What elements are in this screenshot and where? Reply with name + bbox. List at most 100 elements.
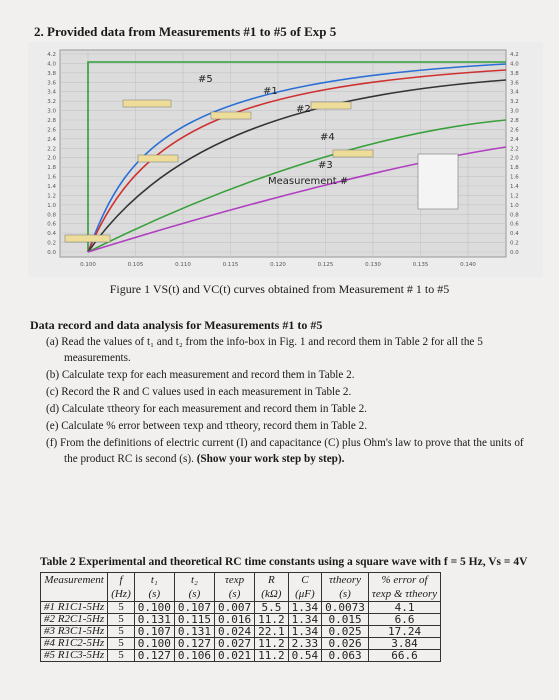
data-row: #1 R1C1-5Hz 5 0.100 0.107 0.007 5.5 1.34 0.0073…: [39, 601, 442, 614]
header-cell: [39, 587, 109, 602]
header-cell: τexp: [214, 572, 256, 587]
value-cell: 5.5: [254, 601, 289, 614]
data-row: #3 R3C1-5Hz 5 0.107 0.131 0.024 22.1 1.34 0.025…: [39, 625, 442, 638]
y2-tick-label: 1.2: [510, 193, 519, 199]
curve-label: #4: [320, 132, 335, 143]
info-boxes: [64, 99, 459, 243]
value-cell: 0.007: [214, 601, 256, 614]
value-cell: 0.107: [173, 601, 216, 614]
value-cell: 0.131: [173, 625, 216, 638]
value-cell: 0.021: [214, 649, 256, 662]
y2-tick-label: 4.0: [510, 61, 519, 67]
data-row: #5 R1C3-5Hz 5 0.127 0.106 0.021 11.2 0.54 0.063…: [39, 649, 442, 662]
header-cell: t₂: [173, 572, 216, 587]
info-box: [122, 99, 172, 108]
curve: [87, 79, 507, 253]
value-cell: 0.54: [287, 649, 323, 662]
info-box: [332, 149, 374, 158]
header-cell: (s): [133, 587, 175, 602]
x-tick-label: 0.135: [413, 262, 429, 268]
value-cell: 0.100: [133, 601, 175, 614]
value-cell: 0.131: [133, 613, 175, 626]
figure-caption: Figure 1 VS(t) and VC(t) curves obtained…: [109, 282, 450, 296]
y-tick-label: 1.6: [47, 175, 56, 181]
y-tick-label: 4.0: [47, 61, 56, 67]
heading: 2. Provided data from Measurements #1 to…: [34, 24, 337, 39]
y2-tick-label: 4.2: [510, 52, 519, 58]
value-cell: 5: [107, 613, 135, 626]
curve: [87, 119, 507, 253]
y-tick-label: 2.6: [47, 127, 56, 133]
y2-tick-label: 3.4: [510, 90, 519, 96]
y-tick-label: 3.2: [47, 99, 56, 105]
y2-tick-label: 0.6: [510, 222, 519, 228]
value-cell: 11.2: [254, 649, 289, 662]
y-tick-label: 1.4: [47, 184, 56, 190]
x-tick-label: 0.115: [223, 262, 239, 268]
table-caption: Table 2 Experimental and theoretical RC …: [40, 556, 528, 568]
value-cell: 0.127: [133, 649, 175, 662]
y-tick-label: 0.8: [47, 212, 56, 218]
y2-tick-label: 3.0: [510, 109, 519, 115]
value-cell: 17.24: [367, 625, 442, 638]
header-cell: (s): [321, 587, 369, 602]
source-wave: [87, 61, 506, 252]
y2-tick-label: 2.0: [510, 156, 519, 162]
value-cell: 0.115: [173, 613, 216, 626]
value-cell: 1.34: [287, 601, 323, 614]
y2-tick-label: 0.0: [510, 250, 519, 256]
annotation: Measurement #: [268, 176, 348, 187]
task-emphasis: (Show your work step by step).: [196, 453, 345, 465]
value-cell: 0.107: [133, 625, 175, 638]
value-cell: 0.063: [321, 649, 369, 662]
x-tick-label: 0.110: [175, 262, 191, 268]
value-cell: 5: [107, 649, 135, 662]
value-cell: 22.1: [254, 625, 289, 638]
value-cell: 2.33: [287, 637, 323, 650]
header-cell: (s): [173, 587, 216, 602]
curve-label: #3: [318, 160, 333, 171]
info-box: [137, 154, 179, 163]
y2-tick-label: 1.0: [510, 203, 519, 209]
curve: [87, 146, 507, 253]
y2-tick-label: 1.6: [510, 175, 519, 181]
header-cell: (Hz): [107, 587, 135, 602]
value-cell: 11.2: [254, 613, 289, 626]
header-cell: R: [254, 572, 289, 587]
task-item: (e) Calculate % error between τexp and τ…: [46, 420, 368, 432]
value-cell: 0.015: [321, 613, 369, 626]
y-tick-label: 1.2: [47, 193, 56, 199]
x-tick-label: 0.100: [80, 262, 96, 268]
task-item: (f) From the definitions of electric cur…: [46, 437, 524, 465]
value-cell: 0.016: [214, 613, 256, 626]
task-item: (b) Calculate τexp for each measurement …: [46, 369, 355, 381]
y2-tick-label: 2.4: [510, 137, 519, 143]
y-tick-label: 2.8: [47, 118, 56, 124]
figure: #5 #1 #2 #4 #3 Measurement # 4.2 4.2 4.0 4.0 3.8 3…: [28, 42, 543, 277]
info-box: [310, 101, 352, 110]
value-cell: 0.024: [214, 625, 256, 638]
value-cell: 6.6: [367, 613, 442, 626]
x-tick-label: 0.140: [460, 262, 476, 268]
legend-box: [417, 153, 459, 210]
curve-label: #1: [263, 86, 278, 97]
header-cell: (s): [214, 587, 256, 602]
x-tick-label: 0.105: [128, 262, 144, 268]
header-cell: τexp & τtheory: [367, 587, 442, 602]
measurement-cell: #2 R2C1-5Hz: [39, 613, 109, 626]
y-tick-label: 0.4: [47, 231, 56, 237]
value-cell: 5: [107, 637, 135, 650]
x-tick-label: 0.120: [270, 262, 286, 268]
value-cell: 11.2: [254, 637, 289, 650]
info-box: [64, 234, 111, 243]
value-cell: 0.026: [321, 637, 369, 650]
value-cell: 0.0073: [321, 601, 369, 614]
y2-tick-label: 3.8: [510, 71, 519, 77]
y2-tick-label: 0.2: [510, 241, 519, 247]
task-item: (d) Calculate τtheory for each measureme…: [46, 403, 367, 415]
grid: [60, 50, 506, 257]
y2-tick-label: 1.4: [510, 184, 519, 190]
